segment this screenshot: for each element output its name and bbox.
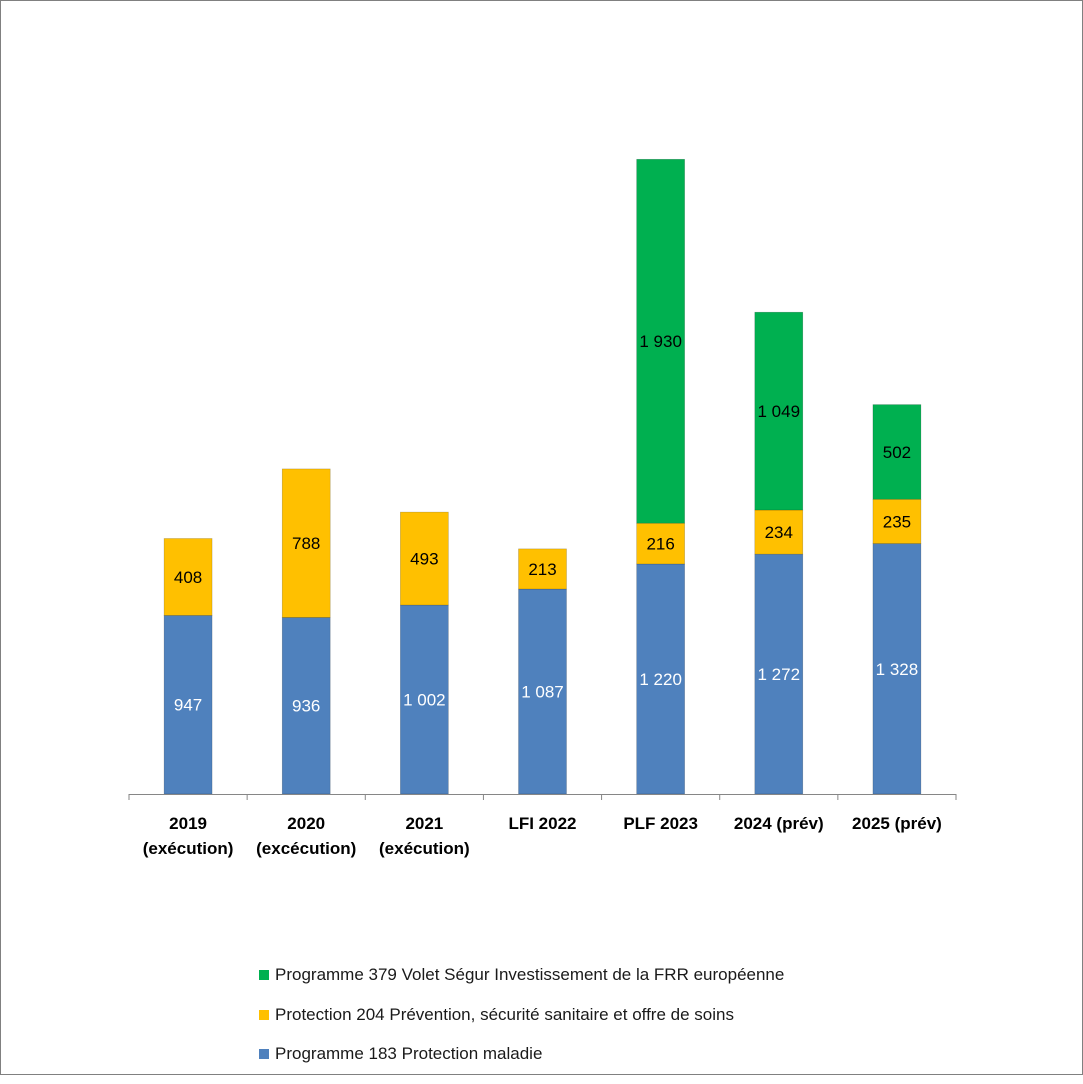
legend-label-programme-183: Programme 183 Protection maladie bbox=[275, 1044, 543, 1063]
bars-group: 947 408 936 788 1 002 493 1 087 213 1 220 216 1 93… bbox=[163, 158, 922, 795]
data-label-programme-183-2: 1 002 bbox=[403, 691, 446, 710]
legend-label-protection-204: Protection 204 Prévention, sécurité sani… bbox=[275, 1004, 734, 1024]
data-label-programme-183-3: 1 087 bbox=[521, 683, 564, 702]
legend-swatch-green bbox=[259, 970, 269, 980]
category-label-3-0: LFI 2022 bbox=[508, 814, 576, 833]
data-label-programme-183-0: 947 bbox=[174, 696, 202, 715]
category-label-5-0: 2024 (prév) bbox=[734, 814, 824, 833]
bar-programme-379-4 bbox=[636, 158, 685, 524]
bar-programme-183-5 bbox=[754, 553, 804, 795]
bar-programme-183-2 bbox=[400, 604, 449, 795]
bar-programme-183-0 bbox=[163, 615, 213, 795]
legend-item-programme-183: Programme 183 Protection maladie bbox=[259, 1044, 784, 1064]
data-label-programme-183-6: 1 328 bbox=[876, 660, 919, 679]
category-labels: 2019 (exécution) 2020 (excécution) 2021 (exéc… bbox=[143, 814, 942, 858]
category-label-0-1: (exécution) bbox=[143, 839, 234, 858]
legend: Programme 379 Volet Ségur Investissement… bbox=[259, 965, 784, 1084]
legend-item-programme-379: Programme 379 Volet Ségur Investissement… bbox=[259, 965, 784, 985]
data-label-protection-204-0: 408 bbox=[174, 568, 202, 587]
bar-programme-379-6 bbox=[872, 404, 922, 500]
data-label-protection-204-2: 493 bbox=[410, 550, 438, 569]
bar-protection-204-0 bbox=[163, 538, 213, 616]
data-label-protection-204-6: 235 bbox=[883, 512, 911, 531]
legend-label-programme-379: Programme 379 Volet Ségur Investissement… bbox=[275, 965, 785, 984]
bar-protection-204-6 bbox=[872, 498, 922, 544]
data-label-programme-379-4: 1 930 bbox=[639, 332, 682, 351]
category-label-1-1: (excécution) bbox=[256, 839, 356, 858]
x-axis bbox=[128, 794, 957, 800]
data-label-programme-183-4: 1 220 bbox=[639, 670, 682, 689]
bar-protection-204-2 bbox=[400, 511, 449, 606]
bar-protection-204-5 bbox=[754, 509, 804, 555]
bar-protection-204-4 bbox=[636, 522, 685, 565]
data-label-protection-204-4: 216 bbox=[646, 535, 674, 554]
category-label-1-0: 2020 bbox=[287, 814, 325, 833]
data-label-protection-204-3: 213 bbox=[528, 560, 556, 579]
legend-swatch-blue bbox=[259, 1049, 269, 1059]
data-label-programme-379-6: 502 bbox=[883, 443, 911, 462]
data-label-programme-183-1: 936 bbox=[292, 697, 320, 716]
bar-programme-183-6 bbox=[872, 543, 922, 795]
category-label-4-0: PLF 2023 bbox=[623, 814, 698, 833]
data-label-protection-204-5: 234 bbox=[765, 523, 793, 542]
legend-swatch-yellow bbox=[259, 1009, 269, 1020]
data-label-programme-183-5: 1 272 bbox=[758, 665, 801, 684]
bar-protection-204-1 bbox=[281, 468, 331, 618]
data-label-programme-379-5: 1 049 bbox=[758, 402, 801, 421]
category-label-2-0: 2021 bbox=[405, 814, 443, 833]
category-label-2-1: (exécution) bbox=[379, 839, 470, 858]
data-label-protection-204-1: 788 bbox=[292, 534, 320, 553]
bar-programme-379-5 bbox=[754, 311, 804, 511]
bar-protection-204-3 bbox=[518, 548, 567, 590]
legend-item-protection-204: Protection 204 Prévention, sécurité sani… bbox=[259, 1005, 784, 1025]
category-label-6-0: 2025 (prév) bbox=[852, 814, 942, 833]
category-label-0-0: 2019 bbox=[169, 814, 207, 833]
